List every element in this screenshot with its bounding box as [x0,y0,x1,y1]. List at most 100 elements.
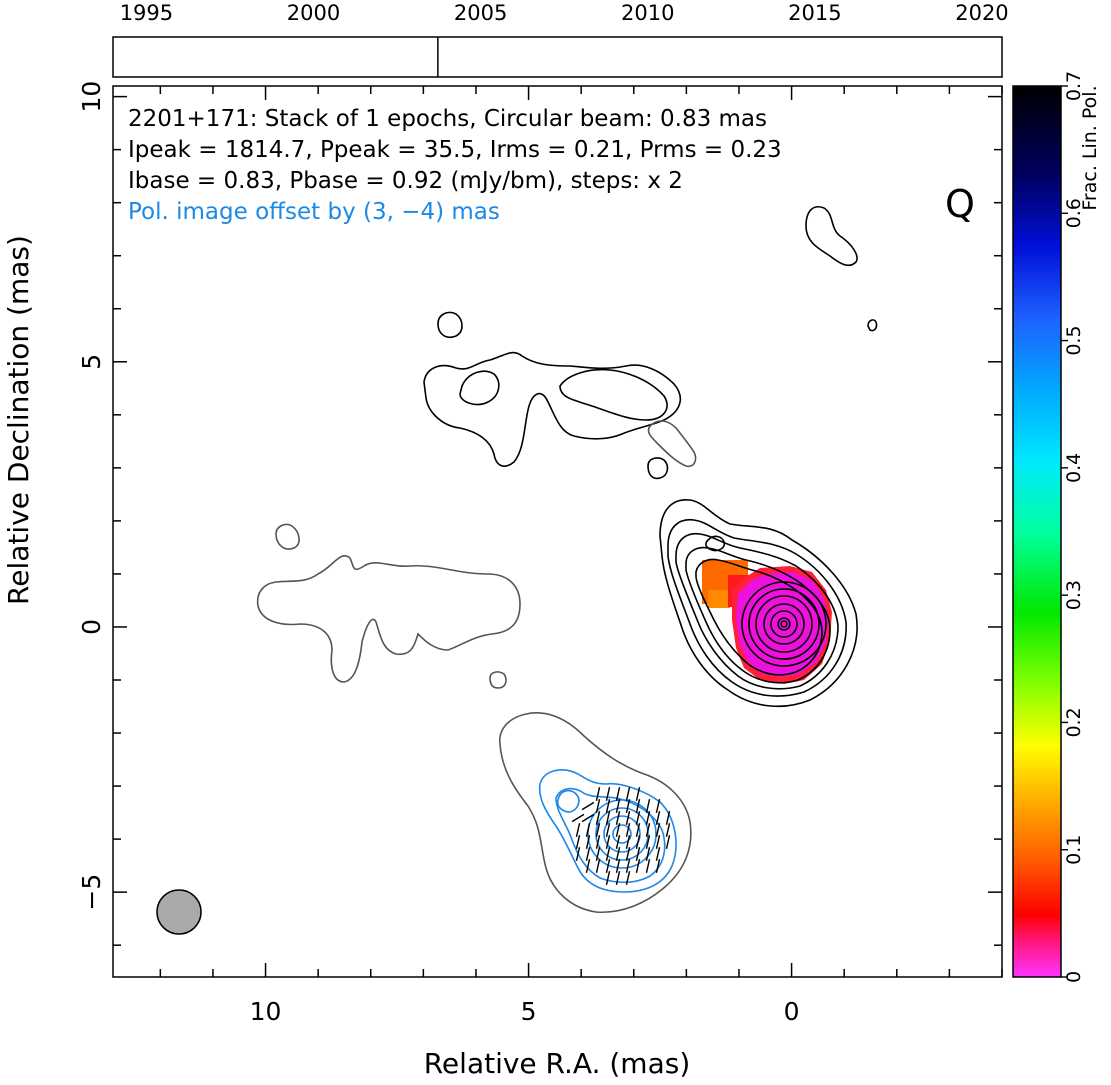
timeline: 1995 2000 2005 2010 2015 2020 [112,1,1009,78]
evpa-tick [585,847,591,861]
lower-left-blob-contour [489,671,507,689]
pol-knot-contour [556,789,580,813]
timeline-year-label: 1995 [120,1,173,25]
beam-ellipse [156,889,202,935]
x-axis-label: Relative R.A. (mas) [424,1047,691,1080]
evpa-tick [635,847,641,861]
evpa-tick [595,799,601,813]
evpa-tick [665,823,671,837]
colorbar-tick-label: 0.7 [1063,71,1085,101]
evpa-tick [605,859,611,873]
core-contour-9 [763,603,805,645]
evpa-tick [615,799,621,813]
evpa-tick [605,787,611,801]
upper-right-gray-contour [647,420,697,468]
evpa-tick [575,847,581,861]
evpa-tick [575,823,581,837]
evpa-tick [605,811,611,825]
colorbar-tick-label: 0.2 [1063,707,1085,737]
colorbar-ticks: 0 0.1 0.2 0.3 0.4 0.5 0.6 0.7 [1061,71,1085,983]
evpa-tick [595,835,601,849]
y-tick-label: −5 [77,874,106,911]
upper-jet-inner-contour [559,368,668,421]
y-tick-labels: −5 0 5 10 [77,81,106,911]
annotation-line-1: 2201+171: Stack of 1 epochs, Circular be… [128,106,767,132]
upper-jet-hole-contour [459,370,500,406]
core-contour-10 [770,610,798,638]
timeline-frame [112,36,1003,78]
evpa-tick [595,859,601,873]
evpa-tick [615,811,621,825]
annotation-line-3: Ibase = 0.83, Pbase = 0.92 (mJy/bm), ste… [128,168,683,194]
core-contour-1 [659,499,858,708]
pol-contour-5 [603,815,641,853]
lower-jet-contour [499,712,692,914]
core-contour-7 [748,588,820,660]
timeline-year-label: 2005 [454,1,507,25]
blob-contour-c [805,206,858,267]
evpa-tick [625,811,631,825]
evpa-tick [635,787,641,801]
evpa-tick [595,811,601,825]
x-tick-label: 5 [521,997,537,1026]
colorbar-tick-label: 0.6 [1063,198,1085,228]
evpa-tick [665,811,671,825]
colorbar-tick-label: 0.4 [1063,453,1085,483]
pol-contour-4 [595,807,649,861]
evpa-tick [645,799,651,813]
colorbar-tick-label: 0.3 [1063,580,1085,610]
evpa-tick [635,799,641,813]
y-tick-label: 10 [77,81,106,113]
blob-contour-b [647,457,669,480]
evpa-tick [581,801,595,811]
evpa-tick [605,823,611,837]
evpa-tick [585,835,591,849]
colorbar-tick-label: 0.1 [1063,835,1085,865]
evpa-tick [581,813,595,823]
core-marker [780,620,788,628]
evpa-tick [625,787,631,801]
colorbar-tick-label: 0.5 [1063,325,1085,355]
evpa-tick [655,847,661,861]
core-contour-5 [695,558,823,676]
evpa-tick [615,871,621,885]
colorbar-label: Frac. Lin. Pol. [1079,85,1101,210]
evpa-tick [625,823,631,837]
x-tick-labels: 10 5 0 [250,997,800,1026]
map-frame [112,85,1003,978]
core-contour-3 [675,532,839,690]
evpa-tick [595,823,601,837]
left-blob-contour [275,523,300,550]
evpa-tick [615,859,621,873]
evpa-tick [645,823,651,837]
evpa-tick [665,835,671,849]
evpa-tick [655,835,661,849]
polarization-contours [538,769,677,893]
pol-pixels-orange-edge [708,590,730,608]
timeline-year-label: 2020 [955,1,1008,25]
core-contour-8 [755,595,813,653]
axis-ticks [113,86,1003,977]
core-contour-2 [667,519,847,697]
evpa-tick [625,835,631,849]
evpa-tick [615,847,621,861]
evpa-tick [625,799,631,813]
pol-contour-2 [555,787,666,884]
evpa-tick [595,787,601,801]
evpa-tick [625,859,631,873]
evpa-tick [635,835,641,849]
evpa-tick [655,823,661,837]
left-jet-contour [256,555,521,683]
evpa-tick [605,847,611,861]
core-contour-6 [741,581,827,667]
x-tick-label: 0 [784,997,800,1026]
evpa-tick [615,835,621,849]
y-axis-label: Relative Declination (mas) [2,235,35,605]
colorbar: 0 0.1 0.2 0.3 0.4 0.5 0.6 0.7 Frac. Lin. Pol. [1012,71,1101,983]
evpa-tick [615,787,621,801]
y-tick-label: 5 [77,354,106,370]
evpa-tick [571,813,585,823]
core-contour-11 [777,617,791,631]
colorbar-tick-label: 0 [1063,971,1085,983]
